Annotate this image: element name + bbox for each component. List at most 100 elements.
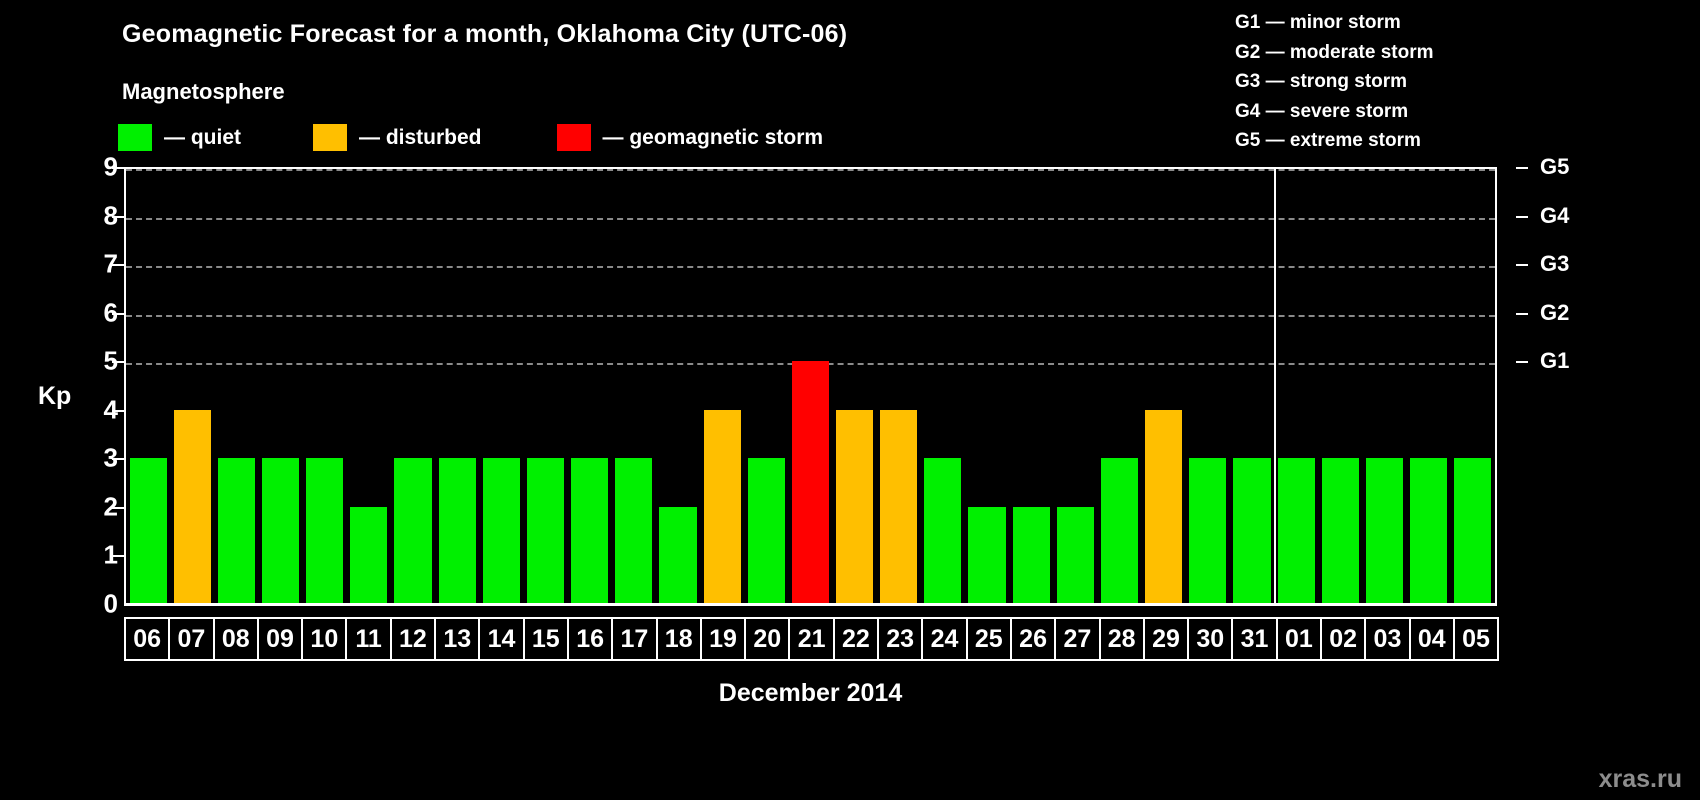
bar-cell[interactable] <box>1362 169 1406 604</box>
date-label-29[interactable]: 29 <box>1142 617 1190 661</box>
date-label-11[interactable]: 11 <box>345 617 392 661</box>
bar-23[interactable] <box>880 409 918 604</box>
bar-05[interactable] <box>1454 458 1492 604</box>
bar-27[interactable] <box>1056 506 1094 604</box>
date-label-16[interactable]: 16 <box>566 617 614 661</box>
date-label-10[interactable]: 10 <box>301 617 348 661</box>
bar-12[interactable] <box>394 458 432 604</box>
date-label-26[interactable]: 26 <box>1009 617 1057 661</box>
date-label-09[interactable]: 09 <box>256 617 304 661</box>
bar-cell[interactable] <box>214 169 258 604</box>
bar-cell[interactable] <box>1274 169 1318 604</box>
bar-cell[interactable] <box>126 169 170 604</box>
bar-20[interactable] <box>747 458 785 604</box>
bar-22[interactable] <box>836 409 874 604</box>
date-label-25[interactable]: 25 <box>965 617 1012 661</box>
bar-11[interactable] <box>350 506 388 604</box>
bar-cell[interactable] <box>1186 169 1230 604</box>
bar-cell[interactable] <box>744 169 788 604</box>
bar-cell[interactable] <box>1230 169 1274 604</box>
bar-cell[interactable] <box>1053 169 1097 604</box>
bar-cell[interactable] <box>656 169 700 604</box>
bar-09[interactable] <box>261 458 300 604</box>
bar-cell[interactable] <box>258 169 302 604</box>
date-label-28[interactable]: 28 <box>1098 617 1145 661</box>
date-label-21[interactable]: 21 <box>788 617 835 661</box>
date-label-19[interactable]: 19 <box>699 617 747 661</box>
date-label-07[interactable]: 07 <box>168 617 215 661</box>
bar-14[interactable] <box>482 458 520 604</box>
bar-cell[interactable] <box>612 169 656 604</box>
bar-08[interactable] <box>217 458 255 604</box>
date-label-31[interactable]: 31 <box>1231 617 1278 661</box>
bar-cell[interactable] <box>523 169 567 604</box>
date-label-01[interactable]: 01 <box>1275 617 1323 661</box>
bar-cell[interactable] <box>1451 169 1495 604</box>
bar-cell[interactable] <box>965 169 1009 604</box>
date-label-02[interactable]: 02 <box>1320 617 1367 661</box>
date-label-05[interactable]: 05 <box>1452 617 1500 661</box>
bar-cell[interactable] <box>833 169 877 604</box>
bar-02[interactable] <box>1321 458 1359 604</box>
bar-01[interactable] <box>1277 458 1315 604</box>
date-label-22[interactable]: 22 <box>832 617 880 661</box>
date-label-text: 30 <box>1196 624 1225 653</box>
bar-cell[interactable] <box>1009 169 1053 604</box>
bar-03[interactable] <box>1365 458 1404 604</box>
bar-cell[interactable] <box>479 169 523 604</box>
date-label-15[interactable]: 15 <box>522 617 569 661</box>
bar-17[interactable] <box>615 458 653 604</box>
month-label: December 2014 <box>718 679 903 707</box>
bar-cell[interactable] <box>170 169 214 604</box>
bar-24[interactable] <box>924 458 962 604</box>
bar-cell[interactable] <box>877 169 921 604</box>
bar-cell[interactable] <box>1097 169 1141 604</box>
bar-cell[interactable] <box>568 169 612 604</box>
bar-cell[interactable] <box>1142 169 1186 604</box>
bar-cell[interactable] <box>1407 169 1451 604</box>
bar-16[interactable] <box>571 458 609 604</box>
bar-18[interactable] <box>659 506 697 604</box>
bar-cell[interactable] <box>788 169 832 604</box>
bar-31[interactable] <box>1233 458 1271 604</box>
bar-cell[interactable] <box>435 169 479 604</box>
bar-07[interactable] <box>173 409 211 604</box>
legend-item-quiet: — quiet <box>118 124 241 151</box>
bar-15[interactable] <box>526 458 565 604</box>
date-label-18[interactable]: 18 <box>655 617 702 661</box>
date-label-27[interactable]: 27 <box>1054 617 1101 661</box>
date-label-23[interactable]: 23 <box>877 617 924 661</box>
bar-29[interactable] <box>1145 409 1183 604</box>
date-label-14[interactable]: 14 <box>478 617 525 661</box>
date-label-30[interactable]: 30 <box>1187 617 1234 661</box>
bar-21[interactable] <box>791 361 829 604</box>
date-label-04[interactable]: 04 <box>1408 617 1455 661</box>
bar-cell[interactable] <box>347 169 391 604</box>
bar-04[interactable] <box>1410 458 1448 604</box>
bar-cell[interactable] <box>921 169 965 604</box>
bar-26[interactable] <box>1012 506 1050 604</box>
bar-19[interactable] <box>703 409 741 604</box>
date-label-24[interactable]: 24 <box>921 617 968 661</box>
bar-28[interactable] <box>1100 458 1139 604</box>
bar-30[interactable] <box>1189 458 1227 604</box>
bar-cell[interactable] <box>1318 169 1362 604</box>
bar-cell[interactable] <box>700 169 744 604</box>
legend-label-quiet: — quiet <box>164 125 241 149</box>
date-label-17[interactable]: 17 <box>611 617 658 661</box>
bar-06[interactable] <box>129 458 167 604</box>
date-label-12[interactable]: 12 <box>389 617 437 661</box>
date-label-20[interactable]: 20 <box>744 617 791 661</box>
bar-13[interactable] <box>438 458 476 604</box>
date-label-text: 27 <box>1063 624 1092 653</box>
bar-25[interactable] <box>968 506 1006 604</box>
date-label-03[interactable]: 03 <box>1364 617 1411 661</box>
date-label-13[interactable]: 13 <box>434 617 481 661</box>
bar-cell[interactable] <box>391 169 435 604</box>
date-label-08[interactable]: 08 <box>212 617 259 661</box>
bar-10[interactable] <box>306 458 344 604</box>
date-label-text: 26 <box>1019 624 1047 653</box>
bar-cell[interactable] <box>303 169 347 604</box>
g-tick-g4 <box>1516 215 1528 218</box>
date-label-06[interactable]: 06 <box>124 617 171 661</box>
